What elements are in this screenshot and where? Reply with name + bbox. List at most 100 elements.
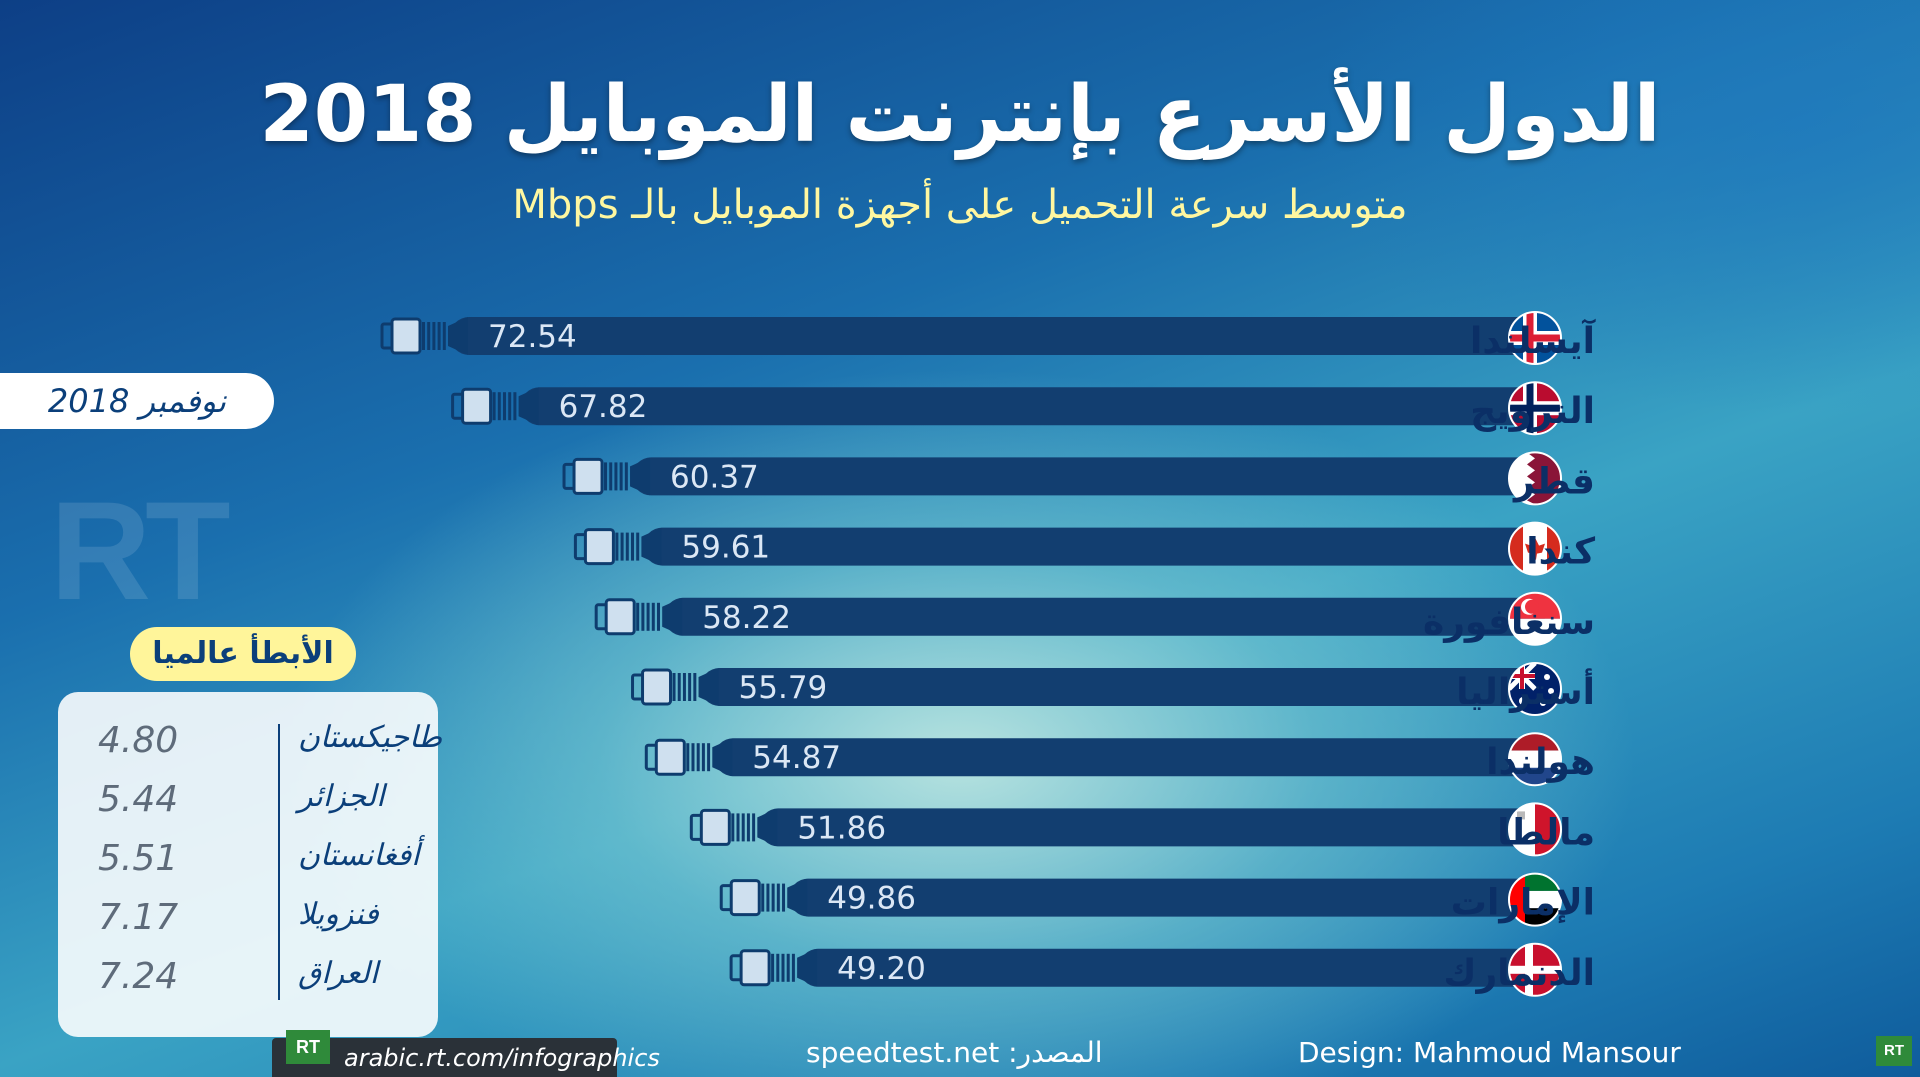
plug-rib [752, 813, 756, 842]
plug-rib [432, 322, 436, 350]
plug-rib [776, 953, 780, 982]
plug-rib [771, 953, 775, 982]
bar [520, 387, 1545, 426]
norway-flag-icon [1509, 382, 1561, 435]
plug-rib [604, 462, 608, 491]
plug-rib [791, 953, 795, 982]
flag-ring [1508, 381, 1562, 436]
plug-boot [641, 527, 662, 566]
plug-rib [766, 883, 770, 912]
category-label: هولندا [1486, 742, 1595, 783]
plug-boot [630, 457, 651, 496]
value-label: 58.22 [702, 600, 791, 636]
plug-rib [781, 953, 785, 982]
slowest-row: 7.17 فنزويلا [58, 897, 438, 955]
bar [700, 668, 1545, 706]
plug-rib [614, 462, 618, 491]
category-label: مالطا [1497, 812, 1595, 853]
plug-rib [497, 392, 501, 421]
slowest-heading: الأبطأ عالميا [130, 627, 356, 681]
footer-source: المصدر: speedtest.net [806, 1036, 1103, 1069]
plug-rib [442, 322, 446, 350]
plug-boot [518, 387, 539, 426]
bar-row: 55.79 أستراليا [631, 662, 1595, 716]
bar [714, 738, 1545, 777]
flag-ring [1508, 872, 1562, 927]
australia-flag-icon [1509, 663, 1561, 715]
rt-watermark: RT [50, 472, 231, 629]
denmark-flag-icon [1509, 943, 1561, 996]
bar [664, 597, 1545, 636]
slowest-row: 5.44 الجزائر [58, 779, 438, 837]
plug-rib [731, 813, 735, 842]
plug-rib [691, 743, 695, 772]
plug-rib [688, 673, 692, 701]
plug-boot [787, 878, 808, 917]
plug-rib [677, 673, 681, 701]
plug-head [461, 387, 493, 425]
bar-row: 54.87 هولندا [644, 732, 1595, 787]
plug-rib [682, 673, 686, 701]
category-label: أستراليا [1456, 668, 1595, 713]
plug-rib [513, 392, 517, 421]
flag-ring [1508, 451, 1562, 506]
chart-subtitle: متوسط سرعة التحميل على أجهزة الموبايل با… [512, 182, 1408, 228]
plug-rib [492, 392, 496, 421]
plug-rib [656, 602, 660, 631]
plug-rib [636, 602, 640, 631]
plug-rib [609, 462, 613, 491]
footer-design: Design: Mahmoud Mansour [1298, 1036, 1681, 1069]
flag-ring [1508, 942, 1562, 997]
plug-head [654, 738, 686, 776]
slowest-country: طاجيكستان [298, 720, 443, 755]
bar-row: 59.61 كندا [573, 521, 1595, 576]
date-badge: نوفمبر 2018 [0, 373, 274, 429]
slowest-row: 7.24 العراق [58, 956, 438, 1014]
value-label: 59.61 [681, 530, 770, 566]
bar [799, 948, 1545, 987]
bar-row: 60.37 قطر [562, 451, 1595, 506]
plug-boot [712, 738, 733, 777]
slowest-country: فنزويلا [298, 897, 379, 932]
value-label: 60.37 [670, 459, 759, 495]
plug-rib [624, 462, 628, 491]
category-label: سنغافورة [1423, 602, 1595, 643]
slowest-value: 5.44 [98, 779, 179, 820]
slowest-divider [278, 724, 280, 1000]
plug-rib [741, 813, 745, 842]
slowest-value: 7.24 [98, 956, 179, 997]
bar [450, 317, 1545, 355]
plug-head [583, 528, 615, 566]
plug-rib [630, 532, 634, 561]
bar [643, 527, 1545, 566]
flag-ring [1508, 662, 1562, 716]
plug-rib [619, 462, 623, 491]
plug-rib [508, 392, 512, 421]
flag-ring [1508, 802, 1562, 857]
slowest-row: 5.51 أفغانستان [58, 838, 438, 896]
plug-rib [427, 322, 431, 350]
plug-boot [698, 668, 719, 706]
qatar-flag-icon [1509, 452, 1561, 505]
plug-boot [448, 317, 468, 355]
plug-rib [502, 392, 506, 421]
value-label: 49.20 [837, 951, 926, 987]
plug-rib [786, 953, 790, 982]
plug-rib [422, 322, 425, 350]
flag-ring [1508, 732, 1562, 787]
footer-url[interactable]: arabic.rt.com/infographics [344, 1044, 660, 1072]
category-label: الدنمارك [1443, 953, 1595, 994]
plug-rib [646, 602, 650, 631]
category-label: قطر [1512, 461, 1595, 502]
plug-head [729, 879, 761, 917]
value-label: 51.86 [797, 810, 886, 846]
iceland-flag-icon [1509, 312, 1561, 364]
plug-rib [693, 673, 697, 701]
slowest-country: العراق [298, 956, 379, 991]
plug-rib [696, 743, 700, 772]
bar-row: 72.54 آيسلندا [380, 311, 1597, 365]
plug-boot [662, 597, 683, 636]
plug-rib [672, 673, 676, 701]
bar [759, 808, 1545, 847]
